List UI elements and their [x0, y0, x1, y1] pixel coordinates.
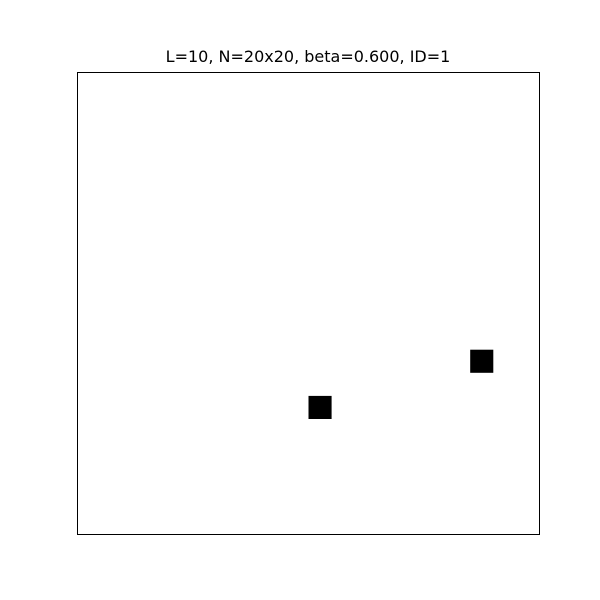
occupied-cell-1	[470, 349, 494, 373]
occupied-cell-2	[308, 395, 332, 419]
chart-title: L=10, N=20x20, beta=0.600, ID=1	[165, 47, 451, 66]
plot-frame	[77, 72, 540, 535]
cells-layer	[308, 349, 494, 419]
